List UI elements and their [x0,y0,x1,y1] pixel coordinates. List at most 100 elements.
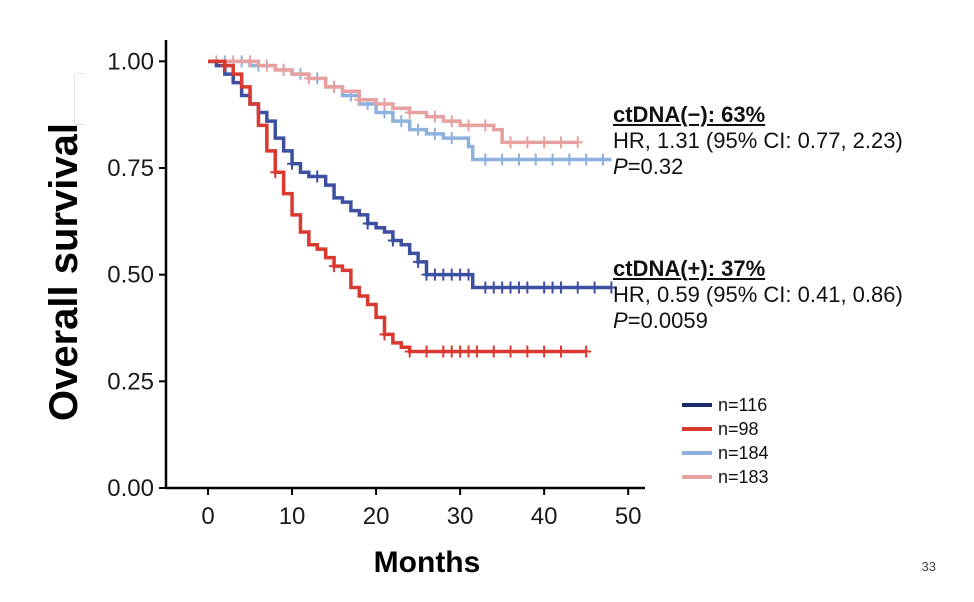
censor-mark [245,55,256,68]
annotation-positive-p-label: P [613,308,628,333]
legend-item: n=98 [682,417,769,441]
x-axis-label: Months [374,546,481,579]
censor-mark [404,345,415,358]
censor-mark [522,136,533,149]
censor-mark [354,93,365,106]
censor-mark [438,345,449,358]
censor-mark [455,345,466,358]
censor-mark [329,260,340,273]
censor-mark [597,153,608,166]
censor-mark [564,153,575,166]
censor-mark [413,123,424,136]
y-tick-label: 0.75 [107,155,154,182]
x-tick-label: 0 [201,503,214,530]
censor-mark [219,59,230,72]
legend-label: n=183 [718,466,769,487]
censor-mark [547,153,558,166]
censor-mark [505,345,516,358]
censor-mark [429,268,440,281]
y-tick-label: 1.00 [107,48,154,75]
censor-mark [480,119,491,132]
censor-mark [404,106,415,119]
censor-mark [463,345,474,358]
censor-mark [261,59,272,72]
annotation-negative-p: P=0.32 [613,154,903,180]
censor-mark [303,72,314,85]
survival-curve [208,59,587,354]
censor-mark [505,281,516,294]
censor-mark [463,119,474,132]
censor-mark [572,136,583,149]
x-tick-label: 30 [447,503,474,530]
censor-mark [497,153,508,166]
censor-mark [513,281,524,294]
annotation-positive-p-value: =0.0059 [627,308,708,333]
page-number: 33 [921,559,936,574]
censor-mark [555,345,566,358]
censor-mark [387,234,398,247]
legend-swatch [682,427,712,431]
legend-swatch [682,451,712,455]
y-tick-label: 0.50 [107,262,154,289]
censor-mark [522,281,533,294]
annotation-positive-p: P=0.0059 [613,308,903,334]
censor-mark [287,157,298,170]
x-tick-label: 50 [615,503,642,530]
censor-mark [421,345,432,358]
censor-mark [438,268,449,281]
axes: 0.00 0.25 0.50 0.75 1.00 0 10 20 30 40 50 [107,40,645,530]
censor-mark [513,153,524,166]
censor-mark [312,170,323,183]
annotation-negative-head: ctDNA(−): 63% [613,102,766,127]
censor-mark [606,281,617,294]
annotation-negative-p-label: P [613,154,628,179]
legend-label: n=184 [718,442,769,463]
censor-mark [446,115,457,128]
annotation-ctdna-negative: ctDNA(−): 63% HR, 1.31 (95% CI: 0.77, 2.… [613,102,903,180]
x-tick-label: 10 [279,503,306,530]
plot-area [208,55,617,358]
censor-mark [547,281,558,294]
censor-mark [480,281,491,294]
censor-mark [429,127,440,140]
censor-mark [446,268,457,281]
legend-swatch [682,475,712,479]
censor-mark [446,345,457,358]
censor-mark [379,98,390,110]
censor-mark [421,268,432,281]
y-tick-label: 0.25 [107,368,154,395]
censor-mark [488,281,499,294]
censor-mark [555,136,566,149]
annotation-negative-hr: HR, 1.31 (95% CI: 0.77, 2.23) [613,128,903,153]
censor-mark [480,153,491,166]
censor-mark [270,166,281,179]
censor-mark [522,345,533,358]
x-tick-label: 20 [363,503,390,530]
censor-mark [488,345,499,358]
survival-curve [208,59,578,145]
legend-label: n=116 [718,394,768,415]
survival-curve [208,59,612,290]
censor-mark [581,345,592,358]
censor-mark [329,80,340,93]
x-tick-label: 40 [531,503,558,530]
legend-swatch [682,403,712,407]
legend-item: n=183 [682,465,769,489]
censor-mark [497,281,508,294]
legend: n=116 n=98 n=184 n=183 [682,393,769,489]
censor-mark [455,268,466,281]
censor-mark [572,281,583,294]
censor-mark [589,281,600,294]
censor-mark [463,268,474,281]
censor-mark [429,110,440,123]
censor-mark [539,136,550,149]
legend-item: n=116 [682,393,769,417]
censor-mark [581,153,592,166]
y-tick-label: 0.00 [107,475,154,502]
censor-mark [362,217,373,230]
censor-mark [471,345,482,358]
censor-mark [539,281,550,294]
decorative-frame [74,73,85,125]
censor-mark [539,345,550,358]
